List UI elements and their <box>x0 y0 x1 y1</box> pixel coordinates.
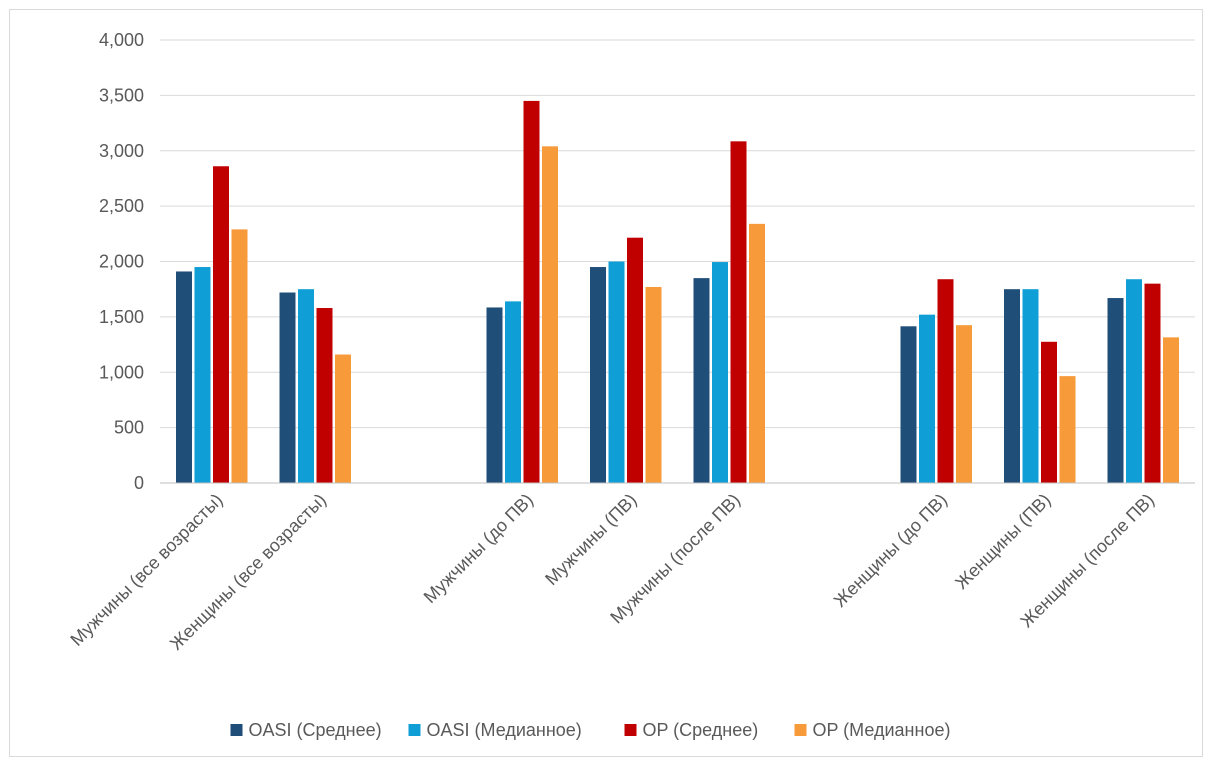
legend-swatch <box>794 724 807 736</box>
bar <box>937 279 954 483</box>
x-tick-label: Мужчины (ПВ) <box>541 490 640 589</box>
bar <box>1144 283 1161 483</box>
y-tick-label: 3,500 <box>99 85 144 105</box>
bar <box>1163 337 1179 483</box>
legend-swatch <box>408 724 421 736</box>
bar <box>335 354 351 483</box>
bar <box>900 326 917 483</box>
legend: OASI (Среднее) OASI (Медианное) OP (Средне… <box>230 720 951 740</box>
legend-label: OASI (Среднее) <box>249 720 382 740</box>
x-tick-label: Женщины (до ПВ) <box>830 490 951 611</box>
bar <box>523 100 540 483</box>
bar <box>1059 376 1076 483</box>
chart-frame: 0 500 1,000 1,500 2,000 2,500 3,000 3,500 4,000 … <box>9 9 1203 757</box>
legend-label: OP (Медианное) <box>813 720 951 740</box>
y-tick-label: 2,000 <box>99 252 144 272</box>
bar <box>590 267 606 483</box>
x-axis-category-labels: Мужчины (все возрасты)Женщины (все возра… <box>66 490 1158 654</box>
y-tick-label: 1,500 <box>99 307 144 327</box>
legend-swatch <box>230 724 243 736</box>
y-tick-label: 500 <box>114 418 144 438</box>
bar <box>298 289 314 483</box>
bar <box>1004 289 1020 483</box>
bar <box>231 229 248 483</box>
bar <box>316 308 333 483</box>
bar <box>1041 341 1057 483</box>
y-tick-label: 2,500 <box>99 196 144 216</box>
legend-label: OP (Среднее) <box>643 720 759 740</box>
bar <box>730 141 747 483</box>
bar <box>712 262 728 483</box>
x-tick-label: Мужчины (до ПВ) <box>420 490 537 607</box>
legend-item: OASI (Среднее) <box>230 720 382 740</box>
bar <box>627 237 643 483</box>
y-axis-tick-labels: 0 500 1,000 1,500 2,000 2,500 3,000 3,500 4,000 <box>99 30 144 493</box>
bar <box>1022 289 1039 483</box>
bar <box>213 166 229 483</box>
bar <box>505 301 521 483</box>
bar <box>194 267 211 483</box>
legend-item: OASI (Медианное) <box>408 720 582 740</box>
bar <box>542 146 558 483</box>
y-tick-label: 3,000 <box>99 141 144 161</box>
gridlines <box>160 39 1195 429</box>
x-tick-label: Женщины (ПВ) <box>951 490 1054 593</box>
legend-label: OASI (Медианное) <box>427 720 582 740</box>
bar <box>486 307 503 483</box>
bar-chart: 05001,0001,5002,0002,5003,0003,5004,000 … <box>66 30 1195 740</box>
bar <box>1126 279 1142 483</box>
legend-item: OP (Медианное) <box>794 720 951 740</box>
legend-swatch <box>624 724 637 736</box>
bar <box>919 314 935 483</box>
bar <box>608 261 625 483</box>
y-tick-label: 4,000 <box>99 30 144 50</box>
y-tick-label: 0 <box>134 473 144 493</box>
bar <box>956 325 972 483</box>
bar <box>693 278 710 483</box>
bar <box>176 271 192 483</box>
bar <box>749 223 765 483</box>
bars <box>176 100 1179 483</box>
bar <box>1107 298 1124 483</box>
legend-item: OP (Среднее) <box>624 720 759 740</box>
bar <box>645 286 662 483</box>
bar <box>279 292 296 483</box>
y-tick-label: 1,000 <box>99 362 144 382</box>
